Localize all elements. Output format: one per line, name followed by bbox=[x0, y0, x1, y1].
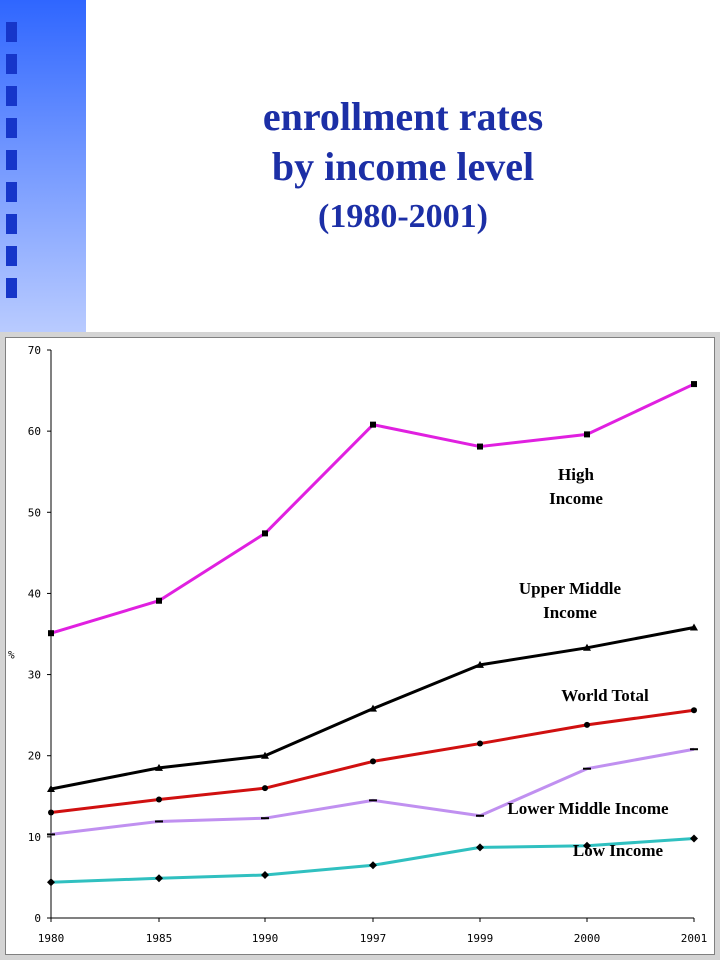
data-point bbox=[47, 784, 55, 792]
data-point bbox=[476, 660, 484, 668]
data-point bbox=[370, 421, 376, 428]
sidebar-bullets bbox=[6, 22, 20, 310]
title-line-3: (1980-2001) bbox=[318, 198, 488, 235]
title-line-2: by income level bbox=[271, 144, 535, 189]
title-line-1: enrollment rates bbox=[262, 94, 544, 139]
slide-title: enrollment rates by income level (1980-2… bbox=[86, 92, 720, 242]
y-tick-label: 30 bbox=[28, 669, 41, 682]
x-tick-label: 2000 bbox=[574, 932, 601, 945]
chart-frame: 0 10 20 30 40 50 60 70% 1980 1985 1990 1997 1999 2000… bbox=[0, 332, 720, 960]
x-tick-label: 1997 bbox=[360, 932, 387, 945]
y-axis-label: % bbox=[8, 648, 15, 661]
line-chart: 0 10 20 30 40 50 60 70% 1980 1985 1990 1997 1999 2000… bbox=[8, 344, 708, 945]
series-label-5: Low Income bbox=[573, 841, 664, 860]
y-tick-label: 40 bbox=[28, 587, 41, 600]
data-point bbox=[476, 814, 484, 817]
series-label-1: Income bbox=[549, 489, 603, 508]
data-point bbox=[370, 758, 376, 765]
data-point bbox=[583, 841, 591, 850]
data-point bbox=[690, 623, 698, 631]
y-tick-label: 20 bbox=[28, 750, 41, 763]
data-point bbox=[261, 817, 269, 820]
bullet-square bbox=[6, 22, 17, 42]
bullet-square bbox=[6, 214, 17, 234]
series-label-1: High bbox=[558, 465, 594, 484]
data-point bbox=[47, 878, 55, 887]
bullet-square bbox=[6, 246, 17, 266]
data-point bbox=[48, 809, 54, 816]
x-tick-label: 2001 bbox=[681, 932, 708, 945]
bullet-square bbox=[6, 182, 17, 202]
data-point bbox=[477, 740, 483, 747]
data-point bbox=[691, 381, 697, 388]
x-tick-label: 1990 bbox=[252, 932, 279, 945]
data-point bbox=[477, 443, 483, 450]
data-point bbox=[155, 874, 163, 883]
bullet-square bbox=[6, 150, 17, 170]
data-point bbox=[369, 861, 377, 870]
data-point bbox=[261, 751, 269, 759]
decorative-sidebar bbox=[0, 0, 86, 332]
data-point bbox=[691, 707, 697, 714]
series-label-3: World Total bbox=[561, 686, 649, 705]
series-label-2: Income bbox=[543, 603, 597, 622]
y-tick-label: 0 bbox=[34, 912, 41, 925]
data-point bbox=[156, 796, 162, 803]
bullet-square bbox=[6, 54, 17, 74]
x-tick-label: 1985 bbox=[146, 932, 173, 945]
x-tick-label: 1980 bbox=[38, 932, 65, 945]
data-point bbox=[584, 721, 590, 728]
y-tick-label: 10 bbox=[28, 831, 41, 844]
data-point bbox=[48, 630, 54, 637]
data-point bbox=[155, 820, 163, 823]
data-point bbox=[261, 870, 269, 879]
data-point bbox=[155, 763, 163, 771]
data-point bbox=[262, 785, 268, 792]
y-tick-label: 50 bbox=[28, 506, 41, 519]
data-point bbox=[476, 843, 484, 852]
data-point bbox=[369, 704, 377, 712]
data-point bbox=[369, 799, 377, 802]
data-point bbox=[262, 530, 268, 537]
y-tick-label: 70 bbox=[28, 344, 41, 357]
data-point bbox=[47, 833, 55, 836]
y-tick-label: 60 bbox=[28, 425, 41, 438]
data-point bbox=[156, 597, 162, 604]
bullet-square bbox=[6, 278, 17, 298]
data-point bbox=[690, 834, 698, 843]
bullet-square bbox=[6, 118, 17, 138]
series-label-4: Lower Middle Income bbox=[507, 799, 669, 818]
series-label-2: Upper Middle bbox=[519, 579, 622, 598]
data-point bbox=[584, 431, 590, 438]
data-point bbox=[690, 748, 698, 751]
bullet-square bbox=[6, 86, 17, 106]
data-point bbox=[583, 643, 591, 651]
x-tick-label: 1999 bbox=[467, 932, 494, 945]
data-point bbox=[583, 767, 591, 770]
